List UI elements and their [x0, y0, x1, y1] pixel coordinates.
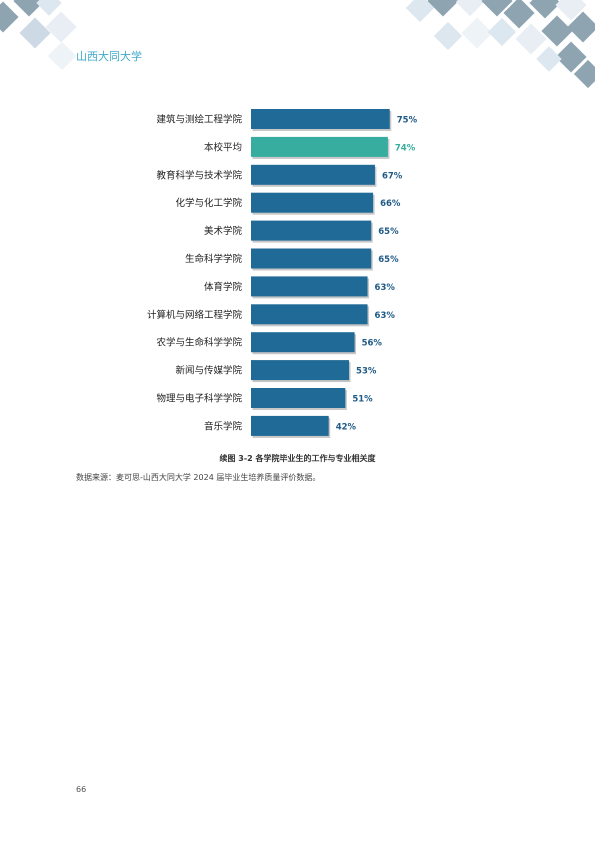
value-label: 53% [356, 367, 377, 377]
category-label: 生命科学学院 [185, 253, 243, 265]
category-label: 计算机与网络工程学院 [147, 309, 243, 321]
category-label: 农学与生命科学学院 [156, 337, 242, 349]
value-label: 51% [352, 395, 373, 405]
category-label: 本校平均 [204, 141, 242, 153]
value-label: 63% [375, 283, 396, 293]
value-label: 66% [380, 199, 401, 209]
bar-chart: 建筑与测绘工程学院 75% 本校平均 74% 教育科学与技术学院 67% 化学与化工学院 66… [147, 109, 418, 438]
figure-title: 续图 3-2 各学院毕业生的工作与专业相关度 [219, 454, 376, 463]
value-label: 42% [336, 422, 357, 432]
university-name: 山西大同大学 [76, 50, 142, 63]
value-label: 63% [375, 311, 396, 321]
bar [251, 304, 368, 325]
bar [251, 109, 390, 129]
value-label: 65% [378, 227, 399, 237]
bar [251, 415, 329, 436]
data-source-note: 数据来源：麦可思-山西大同大学 2024 届毕业生培养质量评价数据。 [76, 473, 321, 482]
value-label: 75% [397, 116, 418, 126]
bar [251, 360, 350, 381]
bar [251, 248, 372, 269]
category-label: 化学与化工学院 [175, 197, 242, 209]
category-label: 新闻与传媒学院 [175, 365, 242, 377]
category-label: 物理与电子科学学院 [156, 393, 242, 405]
category-label: 建筑与测绘工程学院 [156, 114, 242, 126]
bar [251, 136, 388, 157]
category-label: 教育科学与技术学院 [156, 169, 242, 181]
bar [251, 192, 374, 213]
value-label: 56% [362, 339, 383, 349]
category-label: 体育学院 [204, 281, 243, 293]
bar [251, 220, 372, 241]
bar [251, 388, 346, 408]
category-label: 音乐学院 [204, 420, 243, 432]
bar [251, 276, 368, 297]
category-label: 美术学院 [204, 225, 243, 237]
value-label: 74% [395, 143, 416, 153]
header-decoration [0, 0, 595, 89]
bar [251, 332, 355, 353]
value-label: 65% [378, 255, 399, 265]
bar [251, 164, 375, 185]
value-label: 67% [382, 171, 403, 181]
page-number: 66 [76, 785, 87, 794]
